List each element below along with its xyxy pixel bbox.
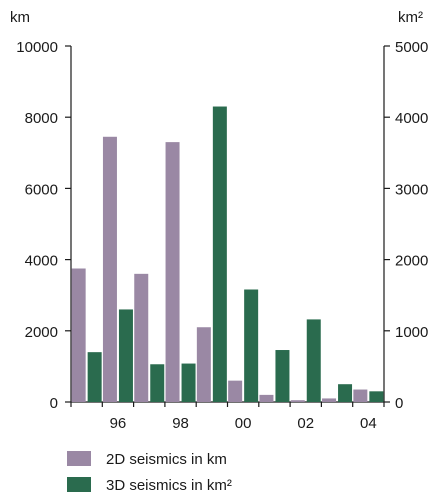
bar-2d-seismics bbox=[290, 400, 305, 402]
bar-3d-seismics bbox=[150, 364, 165, 402]
left-axis: 0 2000 4000 6000 8000 10000 bbox=[16, 39, 72, 412]
right-axis-tick-label: 4000 bbox=[395, 110, 428, 127]
bar-3d-seismics bbox=[87, 352, 102, 402]
bar-3d-seismics bbox=[275, 350, 290, 402]
x-axis-tick-label: 04 bbox=[360, 415, 377, 432]
legend: 2D seismics in km 3D seismics in km² bbox=[67, 451, 232, 494]
left-axis-unit-label: km bbox=[10, 9, 30, 26]
right-axis-tick-label: 2000 bbox=[395, 253, 428, 270]
bar-2d-seismics bbox=[196, 327, 211, 402]
left-axis-tick-label: 4000 bbox=[25, 253, 58, 270]
x-axis: 96 98 00 02 04 bbox=[70, 401, 385, 432]
left-axis-tick-label: 10000 bbox=[16, 39, 58, 56]
left-axis-tick-label: 6000 bbox=[25, 181, 58, 198]
bar-3d-seismics bbox=[181, 363, 196, 402]
bar-3d-seismics bbox=[369, 391, 384, 402]
right-axis-unit-label: km² bbox=[398, 9, 423, 26]
bar-2d-seismics bbox=[165, 142, 180, 402]
x-axis-tick-label: 98 bbox=[172, 415, 189, 432]
bar-3d-seismics bbox=[306, 319, 321, 402]
bar-2d-seismics bbox=[71, 268, 86, 402]
right-axis-tick-label: 5000 bbox=[395, 39, 428, 56]
left-axis-tick-label: 2000 bbox=[25, 324, 58, 341]
right-axis-tick-label: 1000 bbox=[395, 324, 428, 341]
bar-2d-seismics bbox=[134, 273, 149, 402]
left-axis-tick-label: 0 bbox=[50, 395, 58, 412]
right-axis-tick-label: 0 bbox=[395, 395, 403, 412]
bar-3d-seismics bbox=[244, 289, 259, 402]
bar-3d-seismics bbox=[212, 106, 227, 403]
bar-3d-seismics bbox=[338, 384, 353, 402]
x-axis-tick-label: 02 bbox=[297, 415, 314, 432]
right-axis-tick-label: 3000 bbox=[395, 181, 428, 198]
legend-label: 2D seismics in km bbox=[106, 451, 227, 468]
legend-swatch bbox=[67, 477, 91, 492]
bars bbox=[71, 106, 384, 403]
bar-2d-seismics bbox=[102, 136, 117, 402]
left-axis-tick-label: 8000 bbox=[25, 110, 58, 127]
bar-2d-seismics bbox=[228, 380, 243, 402]
x-axis-tick-label: 00 bbox=[235, 415, 252, 432]
legend-label: 3D seismics in km² bbox=[106, 477, 232, 494]
legend-swatch bbox=[67, 451, 91, 466]
bar-3d-seismics bbox=[118, 309, 133, 402]
x-axis-tick-label: 96 bbox=[110, 415, 127, 432]
right-axis: 0 1000 2000 3000 4000 5000 bbox=[383, 39, 428, 412]
bar-2d-seismics bbox=[353, 389, 368, 402]
bar-2d-seismics bbox=[259, 394, 274, 402]
bar-2d-seismics bbox=[322, 398, 337, 402]
